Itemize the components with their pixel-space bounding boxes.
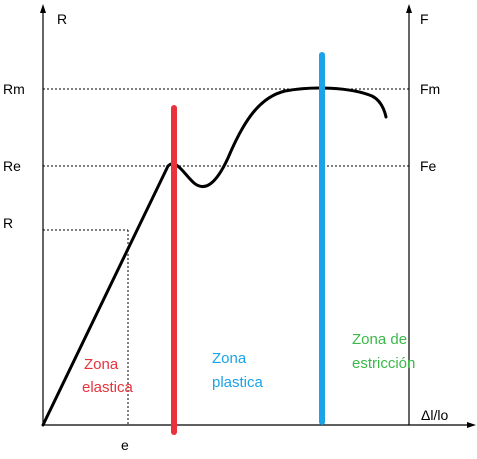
right-axis-arrow (406, 4, 412, 13)
x-axis-label: Δl/lo (421, 407, 448, 423)
necking-zone-label-line1: Zona de (352, 331, 407, 348)
right-axis-label: F (420, 11, 429, 27)
left-axis-arrow (40, 4, 46, 13)
re-label: Re (3, 158, 21, 174)
elastic-zone-label-line1: Zona (84, 356, 119, 373)
left-axis-label: R (57, 11, 67, 27)
plastic-zone-label-line1: Zona (212, 350, 247, 367)
rm-label: Rm (3, 81, 25, 97)
x-axis-arrow (467, 422, 476, 428)
necking-zone-label-line2: estricción (352, 355, 415, 372)
stress-strain-curve (41, 86, 388, 427)
fm-label: Fm (420, 81, 440, 97)
r-label: R (3, 215, 13, 231)
e-label: e (121, 437, 129, 453)
plastic-zone-label-line2: plastica (212, 374, 264, 391)
fe-label: Fe (420, 158, 437, 174)
elastic-zone-label-line2: elastica (82, 379, 134, 396)
